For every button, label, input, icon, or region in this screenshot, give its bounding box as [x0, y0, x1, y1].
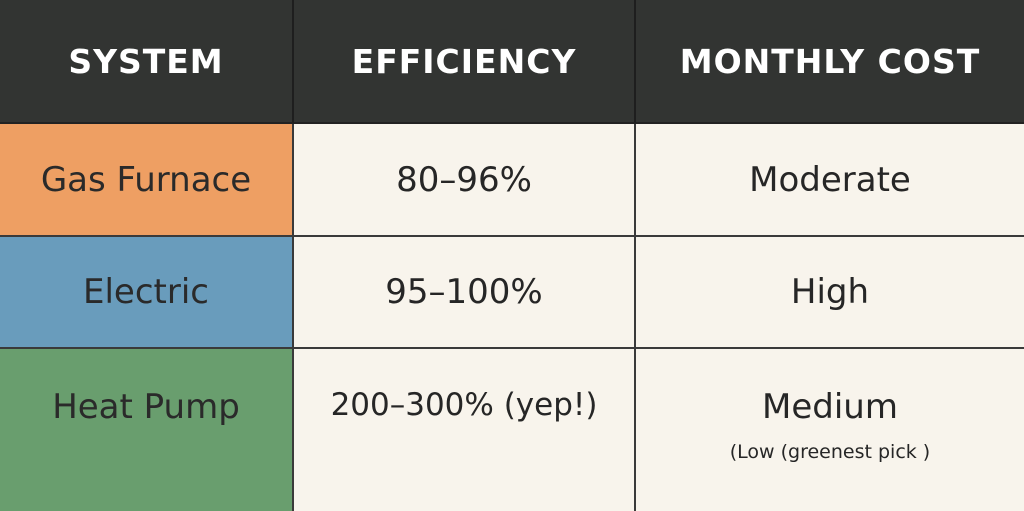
header-efficiency: EFFICIENCY	[294, 0, 636, 124]
table-row: Electric 95–100% High	[0, 237, 1024, 349]
monthly-cost-cell: Moderate	[636, 124, 1024, 237]
system-cell: Electric	[0, 237, 294, 349]
monthly-cost-value: Medium	[762, 387, 898, 427]
table-row: Gas Furnace 80–96% Moderate	[0, 124, 1024, 237]
efficiency-cell: 80–96%	[294, 124, 636, 237]
monthly-cost-cell: Medium (Low (greenest pick )	[636, 349, 1024, 511]
monthly-cost-cell: High	[636, 237, 1024, 349]
system-cell: Heat Pump	[0, 349, 294, 511]
efficiency-cell: 200–300% (yep!)	[294, 349, 636, 511]
table-header-row: SYSTEM EFFICIENCY MONTHLY COST	[0, 0, 1024, 124]
system-cell: Gas Furnace	[0, 124, 294, 237]
monthly-cost-note: (Low (greenest pick )	[729, 441, 931, 463]
table-row: Heat Pump 200–300% (yep!) Medium (Low (g…	[0, 349, 1024, 511]
header-system: SYSTEM	[0, 0, 294, 124]
header-monthly-cost: MONTHLY COST	[636, 0, 1024, 124]
efficiency-cell: 95–100%	[294, 237, 636, 349]
